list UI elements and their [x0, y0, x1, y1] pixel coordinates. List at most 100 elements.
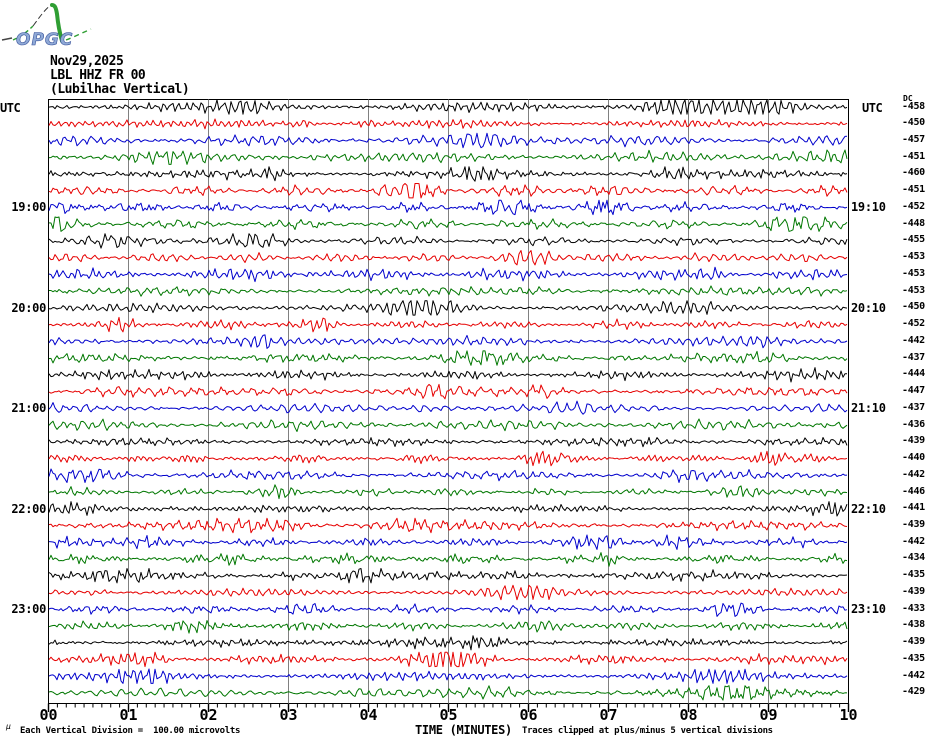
dc-value: -448 — [902, 217, 925, 229]
seismogram-trace — [48, 316, 848, 333]
dc-value: -437 — [902, 351, 925, 363]
dc-value: -442 — [902, 334, 925, 346]
seismogram-trace — [48, 199, 848, 216]
dc-value: -458 — [902, 100, 925, 112]
seismogram-trace — [49, 285, 848, 297]
dc-value: -460 — [902, 167, 925, 179]
seismogram-trace — [48, 620, 848, 634]
dc-value: -442 — [902, 535, 925, 547]
dc-value: -453 — [902, 284, 925, 296]
dc-value: -447 — [902, 385, 925, 397]
seismogram-trace — [48, 166, 848, 182]
seismogram-trace — [48, 118, 848, 130]
logo-ridge-dashes-left-icon — [12, 25, 34, 41]
dc-value: -439 — [902, 585, 925, 597]
dc-value: -442 — [902, 669, 925, 681]
seismogram-trace — [48, 584, 848, 601]
opgc-logo: OPGC — [1, 3, 92, 50]
dc-value: -437 — [902, 401, 925, 413]
dc-value: -451 — [902, 150, 925, 162]
dc-value: -444 — [902, 368, 925, 380]
hour-label-left: 20:00 — [11, 300, 46, 315]
seismogram-trace — [48, 568, 848, 584]
micro-mark: µ — [6, 722, 11, 731]
seismogram-trace — [48, 534, 848, 550]
clip-note: Traces clipped at plus/minus 5 vertical … — [522, 726, 773, 736]
dc-value: -450 — [902, 117, 925, 129]
logo-text: OPGC — [16, 30, 73, 50]
hour-label-left: 19:00 — [11, 200, 46, 215]
seismogram-trace — [48, 300, 848, 316]
logo-mountain-curve-icon — [50, 3, 64, 43]
hour-label-right: 22:10 — [851, 501, 886, 516]
scale-note: Each Vertical Division = 100.00 microvol… — [20, 726, 241, 736]
hour-label-right: 19:10 — [851, 200, 886, 215]
dc-value: -455 — [902, 234, 925, 246]
dc-value: -439 — [902, 519, 925, 530]
seismogram-trace — [48, 602, 848, 617]
x-tick-label: 03 — [279, 706, 298, 724]
x-tick-label: 07 — [599, 706, 618, 724]
x-tick-label: 00 — [39, 706, 58, 724]
seismogram-trace — [48, 468, 848, 483]
seismogram-trace — [48, 400, 848, 415]
seismogram-trace — [48, 266, 848, 283]
logo-ridge-dashes-right-icon — [65, 28, 92, 41]
seismogram-trace — [48, 367, 847, 383]
x-tick-label: 01 — [119, 706, 138, 724]
seismogram-trace — [48, 517, 848, 534]
seismogram-trace — [48, 484, 848, 500]
dc-value: -436 — [902, 418, 925, 430]
dc-value: -452 — [902, 318, 925, 330]
seismogram-trace — [48, 350, 848, 366]
seismogram-trace — [48, 635, 848, 651]
hour-label-left: 23:00 — [11, 602, 46, 617]
utc-header-right: UTC — [862, 101, 883, 115]
seismogram-trace — [48, 99, 848, 115]
dc-value: -433 — [902, 602, 925, 614]
logo-ridge-thin-icon — [32, 4, 52, 27]
x-axis-title: TIME (MINUTES) — [415, 723, 512, 737]
dc-value: -453 — [902, 251, 925, 263]
seismogram-trace — [48, 651, 848, 668]
dc-value: -429 — [902, 686, 925, 698]
dc-value: -434 — [902, 552, 925, 564]
dc-value: -450 — [902, 301, 925, 313]
dc-header: DC — [903, 94, 913, 103]
dc-value: -435 — [902, 652, 925, 664]
seismogram-trace — [48, 216, 848, 232]
title-station-code: LBL HHZ FR 00 — [50, 68, 146, 83]
dc-value: -457 — [902, 133, 925, 145]
dc-value: -440 — [902, 452, 925, 464]
x-tick-label: 02 — [199, 706, 218, 724]
seismogram-trace — [48, 183, 848, 199]
seismogram-trace — [48, 685, 848, 701]
title-station-name: (Lubilhac Vertical) — [50, 82, 190, 97]
dc-value: -442 — [902, 468, 925, 480]
dc-value: -438 — [902, 619, 925, 631]
dc-value: -435 — [902, 569, 925, 581]
dc-value: -446 — [902, 485, 925, 497]
dc-value: -452 — [902, 200, 925, 212]
hour-label-left: 22:00 — [11, 501, 46, 516]
dc-value: -441 — [902, 502, 925, 514]
x-tick-label: 04 — [359, 706, 378, 724]
logo-dash-icon — [1, 37, 13, 41]
seismogram-trace — [48, 233, 848, 249]
hour-label-right: 20:10 — [851, 300, 886, 315]
x-tick-label: 09 — [759, 706, 778, 724]
seismogram-trace — [48, 436, 848, 448]
title-date: Nov29,2025 — [50, 54, 124, 69]
dc-value: -453 — [902, 267, 925, 279]
dc-value: -451 — [902, 184, 925, 196]
seismogram-trace — [48, 552, 848, 567]
seismogram-trace — [48, 383, 848, 400]
dc-value: -439 — [902, 435, 925, 447]
seismogram-trace — [48, 149, 848, 165]
hour-label-left: 21:00 — [11, 401, 46, 416]
x-tick-label: 05 — [439, 706, 458, 724]
seismogram-trace — [48, 334, 848, 349]
seismogram-trace — [48, 668, 848, 684]
seismogram-trace — [48, 132, 848, 149]
